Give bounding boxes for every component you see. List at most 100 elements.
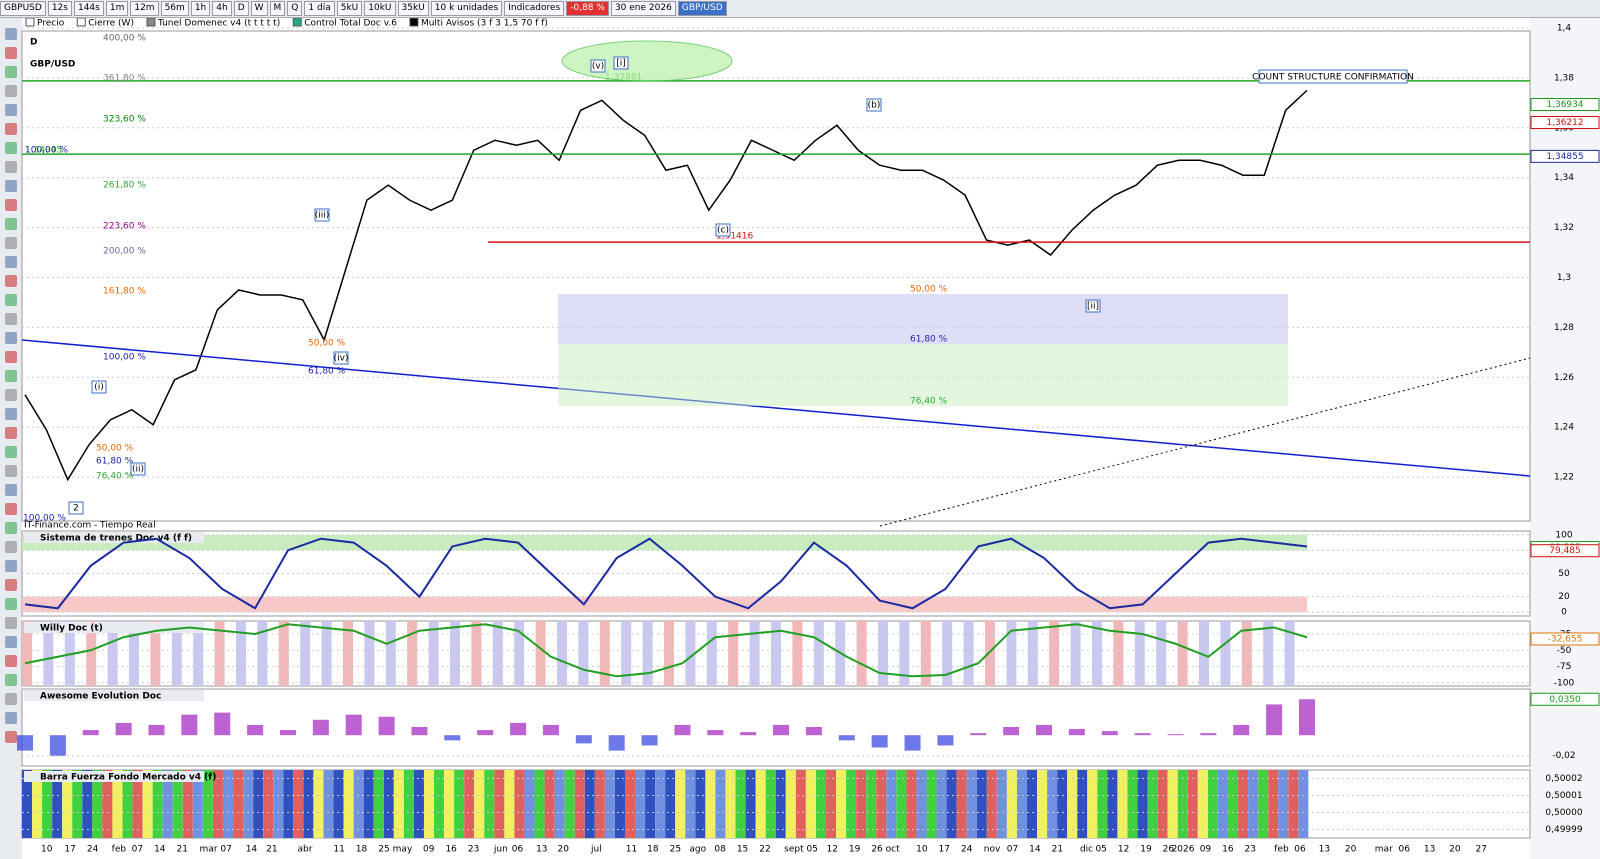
toolbar-button[interactable]: 56m: [160, 1, 189, 16]
zone-bar: [1156, 621, 1167, 686]
bar: [1068, 729, 1085, 736]
bar: [542, 724, 559, 736]
zone: [558, 294, 1288, 344]
tool-icon: [5, 408, 17, 420]
tool-icon: [5, 484, 17, 496]
toolbar-button[interactable]: 12s: [47, 1, 72, 16]
zone-bar: [364, 621, 375, 686]
bar: [970, 733, 987, 736]
bar: [214, 712, 231, 736]
x-tick-label: 16: [445, 845, 457, 855]
bar: [871, 735, 888, 748]
tool-icon: [5, 332, 17, 344]
zone-bar: [1134, 621, 1145, 686]
bar: [1101, 731, 1118, 736]
strength-bar: [675, 770, 686, 838]
strength-bar: [1197, 770, 1208, 838]
zone-bar: [1263, 621, 1274, 686]
strength-bar: [594, 770, 605, 838]
x-tick-label: 23: [468, 845, 479, 855]
x-tick-label: 09: [423, 845, 435, 855]
zone-bar: [150, 621, 161, 686]
x-tick-label: 08: [714, 845, 726, 855]
wave-box: [130, 462, 146, 476]
tool-icon: [5, 313, 17, 325]
x-tick-label: feb: [112, 845, 127, 855]
overbought-zone: [22, 534, 1307, 551]
x-tick-label: 07: [132, 845, 143, 855]
bar: [707, 730, 724, 736]
series-line: [24, 537, 1308, 610]
wave-label: (ii): [132, 465, 144, 475]
strength-bar: [1157, 770, 1168, 838]
tool-icon: [5, 655, 17, 667]
wave-box: [333, 351, 349, 365]
fib-label: 323,60 %: [103, 115, 146, 125]
strength-bar: [1177, 770, 1188, 838]
toolbar-button[interactable]: 12m: [130, 1, 159, 16]
price-label-box: [1530, 544, 1600, 558]
strength-bar: [1097, 770, 1108, 838]
strength-bar: [534, 770, 545, 838]
toolbar-button[interactable]: 1 día: [304, 1, 335, 16]
x-tick-label: 14: [246, 845, 258, 855]
toolbar-button[interactable]: 144s: [73, 1, 104, 16]
zone-bar: [193, 621, 204, 686]
zone-bar: [236, 621, 246, 686]
x-tick-label: 14: [1029, 845, 1041, 855]
y-tick-label: 1,32: [1554, 223, 1574, 233]
tool-icon: [5, 465, 17, 477]
symbol[interactable]: GBPUSD: [0, 1, 46, 16]
tool-icon: [5, 522, 17, 534]
strength-bar: [665, 770, 676, 838]
strength-bar: [102, 770, 113, 838]
toolbar-button[interactable]: Indicadores: [504, 1, 565, 16]
source: IT-Finance.com - Tiempo Real: [24, 521, 156, 531]
strength-bar: [22, 770, 32, 838]
toolbar-button[interactable]: 4h: [212, 1, 232, 16]
zone-bar: [407, 621, 418, 686]
zone-bar: [428, 621, 439, 686]
toolbar-button[interactable]: 35kU: [397, 1, 429, 16]
zone-bar: [856, 621, 867, 686]
toolbar-button[interactable]: 10 k unidades: [430, 1, 503, 16]
wave-label: 2: [73, 504, 79, 514]
toolbar-button[interactable]: 10kU: [364, 1, 396, 16]
strength-bar: [313, 770, 324, 838]
strength-bar: [1228, 770, 1238, 838]
strength-bar: [554, 770, 565, 838]
strength-bar: [1006, 770, 1017, 838]
zone-bar: [1070, 621, 1081, 686]
bar: [1167, 734, 1184, 736]
strength-bar: [705, 770, 716, 838]
strength-bar: [1037, 770, 1048, 838]
annotation-box: [1258, 69, 1408, 84]
x-tick-label: dic: [1080, 845, 1093, 855]
strength-bar: [373, 770, 384, 838]
strength-bar: [846, 770, 857, 838]
toolbar-button[interactable]: 1h: [190, 1, 211, 16]
tool-icon: [5, 199, 17, 211]
bar: [510, 722, 527, 736]
toolbar-button[interactable]: D: [233, 1, 249, 16]
zone-bar: [942, 621, 953, 686]
toolbar-button[interactable]: M: [269, 1, 286, 16]
x-tick-label: oct: [886, 845, 900, 855]
x-tick-label: 2026: [1172, 845, 1195, 855]
toolbar-button[interactable]: 1m: [105, 1, 129, 16]
fib-label: 161,80 %: [103, 287, 146, 297]
x-tick-label: mar: [1375, 845, 1393, 855]
toolbar-button[interactable]: W: [250, 1, 268, 16]
wave-label: (c): [717, 226, 729, 236]
wave-label: [i]: [616, 59, 626, 69]
x-tick-label: jun: [493, 845, 508, 855]
circle-mark: [561, 40, 733, 82]
zone: [558, 344, 1288, 406]
toolbar-button[interactable]: Q: [287, 1, 303, 16]
x-tick-label: 24: [87, 845, 99, 855]
toolbar-button[interactable]: 5kU: [336, 1, 363, 16]
legend-entry: Tunel Domenec v4 (t t t t t): [157, 19, 280, 29]
strength-bar: [1187, 770, 1198, 838]
price-label: 1,36212: [1546, 118, 1583, 128]
